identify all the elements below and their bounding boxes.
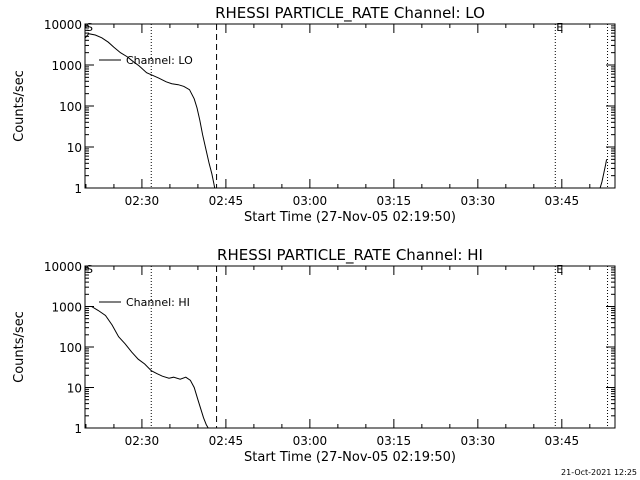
y-axis-label: Counts/sec (12, 311, 27, 383)
x-tick-label: 03:15 (377, 194, 412, 208)
x-tick-label: 02:30 (125, 434, 160, 448)
y-tick-label: 100 (59, 341, 82, 355)
marker-label: S (86, 21, 93, 34)
legend-label: Channel: LO (126, 54, 193, 67)
x-tick-label: 03:30 (461, 194, 496, 208)
y-axis-label: Counts/sec (12, 70, 27, 142)
y-tick-label: 1 (74, 422, 82, 436)
y-tick-label: 10000 (44, 260, 82, 274)
chart-title: RHESSI PARTICLE_RATE Channel: LO (215, 4, 485, 23)
chart-panel-lo: RHESSI PARTICLE_RATE Channel: LO 1 10 100 10… (12, 4, 616, 225)
y-tick-label: 1000 (51, 301, 82, 315)
series-line (84, 33, 216, 189)
y-tick-label: 10 (67, 141, 82, 155)
footer-timestamp: 21-Oct-2021 12:25 (561, 468, 637, 477)
y-tick-label: 10000 (44, 18, 82, 32)
plot-frame (84, 265, 616, 429)
x-tick-label: 03:15 (377, 434, 412, 448)
x-tick-label: 03:45 (545, 194, 580, 208)
x-tick-label: 02:30 (125, 194, 160, 208)
y-tick-label: 100 (59, 100, 82, 114)
x-tick-label: 02:45 (209, 434, 244, 448)
marker-label: E (556, 263, 563, 276)
x-axis-label: Start Time (27-Nov-05 02:19:50) (244, 450, 456, 465)
y-tick-label: 1000 (51, 59, 82, 73)
y-tick-label: 10 (67, 382, 82, 396)
x-tick-label: 03:30 (461, 434, 496, 448)
chart-title: RHESSI PARTICLE_RATE Channel: HI (217, 246, 483, 265)
x-tick-label: 03:00 (293, 194, 328, 208)
plot-frame (84, 23, 616, 189)
chart-panel-hi: RHESSI PARTICLE_RATE Channel: HI 1 10 100 10… (12, 246, 616, 465)
marker-label: E (556, 21, 563, 34)
x-tick-label: 03:45 (545, 434, 580, 448)
x-axis-label: Start Time (27-Nov-05 02:19:50) (244, 210, 456, 225)
x-tick-label: 02:45 (209, 194, 244, 208)
series-line (85, 306, 209, 429)
legend-label: Channel: HI (126, 296, 190, 309)
y-tick-label: 1 (74, 182, 82, 196)
marker-label: S (86, 263, 93, 276)
series-line (599, 159, 608, 189)
x-tick-label: 03:00 (293, 434, 328, 448)
